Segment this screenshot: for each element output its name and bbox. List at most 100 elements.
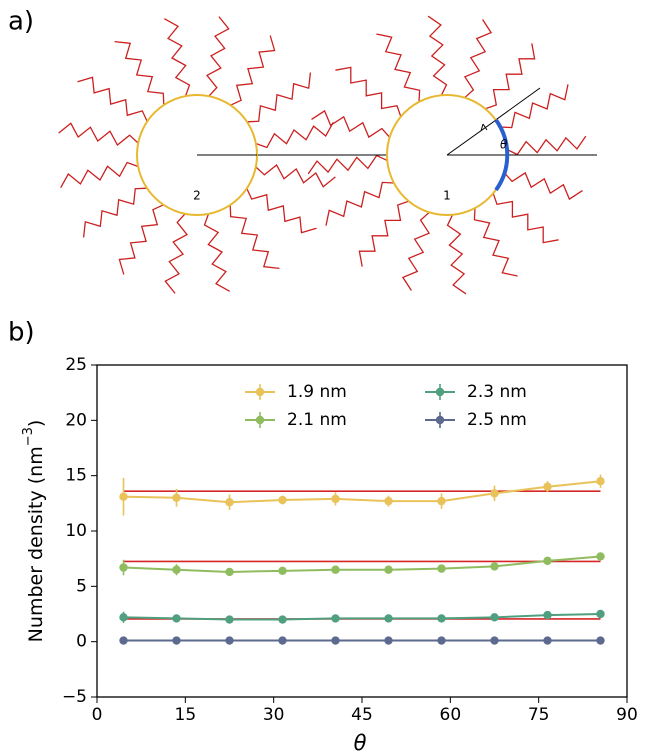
legend-label: 1.9 nm <box>287 382 347 402</box>
marker <box>225 567 234 577</box>
y-tick-label: 0 <box>76 632 87 652</box>
x-tick-label: 75 <box>528 705 550 725</box>
chain <box>446 214 467 295</box>
x-tick-label: 15 <box>175 705 197 725</box>
x-tick-label: 0 <box>92 705 103 725</box>
marker <box>278 636 287 645</box>
y-axis-label-text: Number density (nm <box>25 446 47 642</box>
chain <box>58 122 139 146</box>
series-line <box>123 555 601 573</box>
y-axis-label-end: ) <box>25 420 47 427</box>
arc <box>494 118 510 192</box>
panel-label: a) <box>8 7 34 37</box>
marker <box>543 636 552 645</box>
marker <box>331 565 340 574</box>
marker <box>172 565 181 574</box>
marker <box>331 494 340 504</box>
chain <box>358 200 409 267</box>
marker <box>278 566 287 576</box>
marker <box>172 614 181 623</box>
legend-label: 2.5 nm <box>467 410 527 430</box>
chain <box>307 154 388 175</box>
angle-line <box>446 119 497 156</box>
y-axis-label-sup: −3 <box>21 427 36 446</box>
marker <box>543 482 552 491</box>
marker <box>119 613 128 622</box>
marker <box>384 565 393 574</box>
chain <box>503 171 583 201</box>
legend-marker <box>435 387 445 397</box>
panel-label: b) <box>8 318 35 348</box>
marker <box>490 636 499 645</box>
legend-marker <box>435 415 445 425</box>
chain <box>77 76 148 122</box>
chains <box>58 15 587 295</box>
marker <box>596 477 605 486</box>
marker <box>543 556 552 566</box>
marker <box>596 636 605 645</box>
chain <box>203 213 231 292</box>
marker <box>225 615 234 624</box>
chain <box>335 66 402 117</box>
marker <box>490 613 499 622</box>
plot-frame <box>96 364 628 698</box>
chain <box>229 204 280 270</box>
chain <box>427 15 448 96</box>
y-tick-label: 20 <box>65 410 87 430</box>
chain <box>82 187 148 238</box>
x-axis-label: θ <box>354 731 367 755</box>
chain <box>246 72 312 123</box>
chain <box>114 40 165 106</box>
y-tick-label: 15 <box>65 466 87 486</box>
chain <box>118 204 164 275</box>
chain <box>255 121 334 149</box>
y-tick-label: 10 <box>65 521 87 541</box>
marker <box>384 614 393 623</box>
angle-label: θ <box>500 138 508 152</box>
chain <box>506 135 587 156</box>
chain <box>164 213 188 294</box>
chain <box>401 211 431 291</box>
series-line <box>123 613 601 621</box>
chain <box>500 84 569 129</box>
chain <box>492 193 559 244</box>
chain <box>473 208 518 277</box>
legend-marker <box>255 415 265 425</box>
marker <box>437 614 446 623</box>
marker <box>490 562 499 571</box>
marker <box>278 495 287 505</box>
series-line <box>123 480 601 504</box>
marker <box>331 636 340 645</box>
marker <box>437 496 446 506</box>
y-axis-label: Number density (nm−3) <box>21 420 47 643</box>
legend-marker <box>255 387 265 397</box>
arrow <box>480 123 488 132</box>
y-tick-label: 25 <box>65 355 87 375</box>
particle-label: 2 <box>193 189 201 203</box>
marker <box>543 610 552 620</box>
y-tick-label: 5 <box>76 576 87 596</box>
marker <box>596 609 605 619</box>
chain <box>255 164 336 188</box>
particle-label: 1 <box>443 189 451 203</box>
chain <box>230 35 276 106</box>
marker <box>384 496 393 506</box>
marker <box>119 492 128 501</box>
legend-label: 2.3 nm <box>467 382 527 402</box>
x-tick-label: 45 <box>351 705 373 725</box>
legend-label: 2.1 nm <box>287 410 347 430</box>
x-tick-label: 60 <box>440 705 462 725</box>
chain <box>376 33 421 102</box>
marker <box>437 564 446 573</box>
chain <box>246 188 317 234</box>
chain <box>463 19 493 99</box>
chain <box>163 18 191 97</box>
x-tick-label: 30 <box>263 705 285 725</box>
y-tick-label: −5 <box>62 687 87 707</box>
marker <box>172 636 181 645</box>
marker <box>384 636 393 645</box>
marker <box>225 636 234 645</box>
chain <box>311 109 391 139</box>
chain <box>60 161 139 189</box>
